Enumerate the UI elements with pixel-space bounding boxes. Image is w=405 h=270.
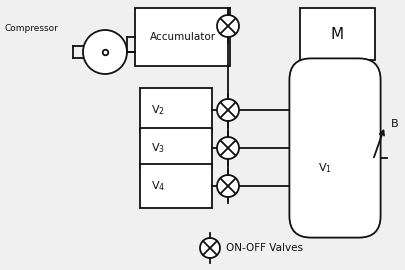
Circle shape: [216, 15, 239, 37]
Bar: [299, 8, 374, 60]
Bar: [140, 88, 211, 132]
Text: Accumulator: Accumulator: [149, 32, 215, 42]
Text: M: M: [330, 26, 343, 42]
Text: Compressor: Compressor: [5, 24, 59, 33]
Circle shape: [216, 175, 239, 197]
FancyBboxPatch shape: [289, 58, 379, 238]
Bar: [140, 164, 211, 208]
Text: B: B: [390, 119, 398, 129]
Circle shape: [216, 137, 239, 159]
Circle shape: [200, 238, 220, 258]
Circle shape: [216, 99, 239, 121]
Text: V$_2$: V$_2$: [151, 103, 164, 117]
Text: ON-OFF Valves: ON-OFF Valves: [226, 243, 302, 253]
Text: V$_3$: V$_3$: [151, 141, 164, 155]
Circle shape: [83, 30, 127, 74]
Text: V$_1$: V$_1$: [317, 161, 331, 175]
Text: V$_4$: V$_4$: [151, 179, 165, 193]
Bar: [135, 8, 230, 66]
Bar: [140, 128, 211, 168]
